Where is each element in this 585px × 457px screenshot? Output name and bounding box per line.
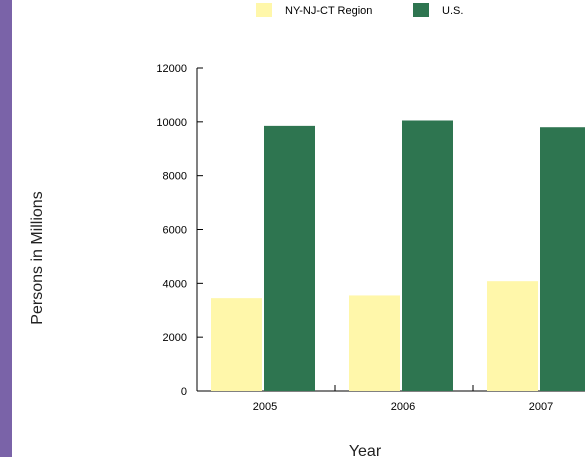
y-tick-label: 10000	[156, 117, 187, 129]
us-bar-2007	[540, 127, 585, 391]
y-axis-title: Persons in Millions	[29, 191, 46, 324]
region-bar-2007	[487, 281, 538, 391]
legend: NY-NJ-CT Region U.S.	[256, 3, 463, 17]
y-tick-label: 12000	[156, 63, 187, 75]
legend-swatch	[256, 3, 272, 17]
region-bar-2006	[349, 295, 400, 391]
legend-label: NY-NJ-CT Region	[285, 5, 372, 17]
bars	[211, 120, 585, 392]
x-tick-label: 2006	[391, 401, 415, 413]
y-tick-label: 8000	[163, 171, 187, 183]
y-tick-label: 0	[181, 386, 187, 398]
us-bar-2005	[264, 125, 315, 391]
y-axis: 0 2000 4000 6000 8000 10000 12000	[156, 63, 203, 398]
legend-swatch	[413, 3, 429, 17]
y-tick-label: 6000	[163, 225, 187, 237]
x-tick-label: 2005	[253, 401, 277, 413]
x-tick-label: 2007	[529, 401, 553, 413]
region-bar-2005	[211, 298, 262, 391]
x-axis-title: Year	[349, 443, 382, 457]
accent-sidebar	[0, 0, 12, 457]
legend-label: U.S.	[442, 5, 463, 17]
y-tick-label: 2000	[163, 332, 187, 344]
y-tick-label: 4000	[163, 278, 187, 290]
us-bar-2006	[402, 120, 453, 392]
